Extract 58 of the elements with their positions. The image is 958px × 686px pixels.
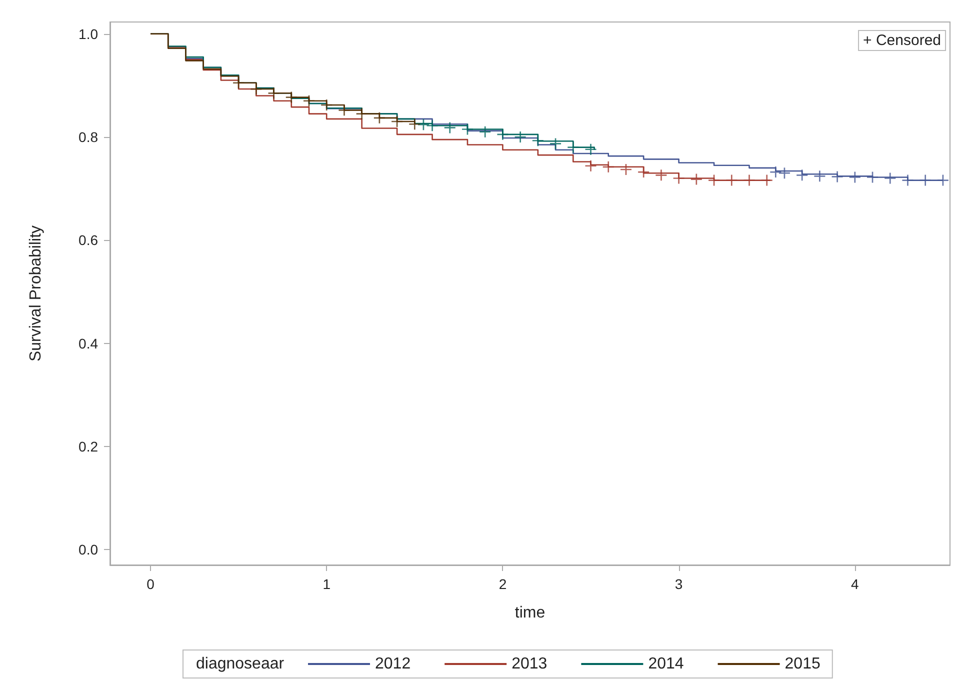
point [286, 92, 297, 103]
point [233, 77, 244, 88]
point [250, 84, 262, 95]
legend-label: 2012 [375, 656, 411, 672]
point [770, 166, 782, 178]
point [409, 118, 420, 130]
point [602, 161, 614, 172]
point [585, 160, 596, 172]
legend-label: 2014 [648, 656, 684, 672]
y-tick-label: 0.8 [78, 128, 98, 145]
y-tick-label: 0.2 [78, 438, 98, 454]
point [656, 170, 667, 181]
legend-title: diagnoseaar [196, 656, 285, 672]
legend-label: 2015 [784, 656, 820, 672]
point [321, 100, 332, 111]
point [761, 174, 772, 186]
point [356, 108, 368, 120]
point [867, 172, 878, 183]
point [426, 120, 438, 132]
point [690, 174, 702, 185]
x-tick-label: 4 [851, 576, 860, 592]
point [550, 138, 562, 150]
y-tick-label: 0.0 [78, 542, 98, 558]
y-tick-label: 0.6 [78, 232, 98, 248]
legend-label: 2013 [512, 656, 548, 672]
annotation: + Censored [863, 32, 941, 49]
y-axis-title: Survival Probability [28, 225, 44, 362]
point [444, 122, 456, 134]
point [726, 174, 738, 186]
point [532, 135, 544, 146]
point [497, 128, 508, 140]
point [920, 174, 931, 186]
point [796, 170, 808, 181]
point [673, 172, 684, 184]
point [744, 174, 755, 186]
point [268, 88, 280, 99]
point [884, 172, 896, 184]
point [462, 124, 473, 135]
point [568, 142, 579, 153]
point [338, 104, 350, 116]
x-tick-label: 0 [146, 576, 155, 592]
point [832, 171, 843, 182]
point [778, 168, 790, 179]
point [303, 95, 314, 106]
point [902, 174, 914, 186]
point [585, 144, 596, 155]
x-axis-title: time [514, 604, 546, 622]
point [514, 131, 526, 142]
point [849, 172, 860, 183]
y-tick-label: 1.0 [78, 26, 98, 42]
x-tick-label: 3 [674, 576, 683, 592]
point [814, 170, 826, 182]
point [937, 174, 948, 186]
point [480, 126, 491, 138]
y-tick-label: 0.4 [78, 335, 98, 352]
x-tick-label: 1 [322, 576, 331, 592]
x-tick-label: 2 [498, 576, 507, 592]
point [708, 174, 720, 186]
